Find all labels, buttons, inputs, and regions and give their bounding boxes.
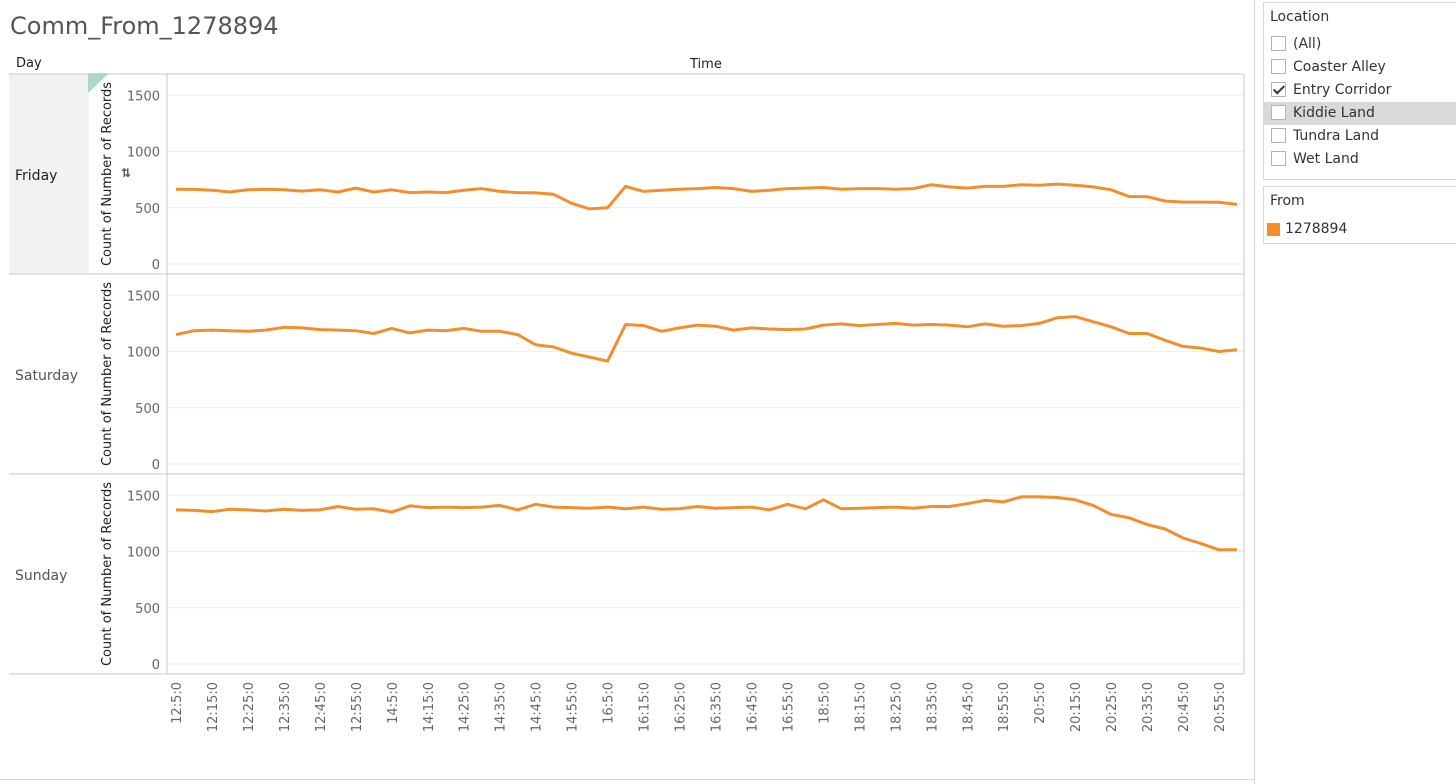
- y-tick-label: 0: [152, 458, 160, 473]
- x-tick-label: 20:15:0: [1069, 682, 1084, 732]
- x-tick-label: 20:25:0: [1105, 682, 1120, 732]
- y-tick-label: 1000: [127, 546, 160, 561]
- y-tick-label: 1000: [127, 146, 160, 161]
- x-tick-label: 16:45:0: [746, 682, 761, 732]
- filter-item-tundra-land[interactable]: Tundra Land: [1264, 125, 1456, 148]
- checkbox-coaster-alley[interactable]: [1271, 59, 1286, 74]
- checkbox-all[interactable]: [1271, 36, 1286, 51]
- x-tick-label: 18:45:0: [961, 682, 976, 732]
- x-tick-label: 20:55:0: [1213, 682, 1228, 732]
- y-tick-label: 1000: [127, 346, 160, 361]
- location-filter-card: Location (All) Coaster Alley Entry Corri…: [1263, 2, 1456, 180]
- sheet-title: Comm_From_1278894: [10, 12, 279, 40]
- x-tick-label: 12:5:0: [170, 682, 185, 724]
- location-filter-title: Location: [1270, 9, 1330, 25]
- x-tick-label: 16:35:0: [710, 682, 725, 732]
- x-tick-label: 20:35:0: [1141, 682, 1156, 732]
- day-label-sunday: Sunday: [15, 568, 67, 584]
- selection-corner-fill: [89, 74, 108, 92]
- column-header-time: Time: [690, 57, 722, 72]
- from-legend-title: From: [1270, 193, 1305, 209]
- series-line-sunday: [175, 495, 1237, 552]
- y-tick-label: 1500: [127, 489, 160, 504]
- filter-label: Kiddie Land: [1293, 105, 1375, 121]
- row-highlight-friday: [9, 74, 89, 274]
- day-label-friday: Friday: [15, 168, 57, 184]
- y-tick-label: 500: [135, 202, 160, 217]
- checkbox-tundra-land[interactable]: [1271, 128, 1286, 143]
- y-tick-label: 0: [152, 658, 160, 673]
- x-tick-label: 12:35:0: [278, 682, 293, 732]
- day-label-saturday: Saturday: [15, 368, 78, 384]
- filter-item-entry-corridor[interactable]: Entry Corridor: [1264, 79, 1456, 102]
- x-tick-label: 14:45:0: [530, 682, 545, 732]
- x-tick-label: 16:15:0: [638, 682, 653, 732]
- filter-label: Wet Land: [1293, 151, 1359, 167]
- sort-icon[interactable]: ⇅: [121, 166, 132, 180]
- x-tick-label: 14:55:0: [566, 682, 581, 732]
- y-axis-label: Count of Number of Records: [100, 82, 115, 266]
- filter-item-coaster-alley[interactable]: Coaster Alley: [1264, 56, 1456, 79]
- y-tick-label: 500: [135, 602, 160, 617]
- row-header-day: Day: [16, 56, 42, 71]
- x-tick-label: 12:25:0: [242, 682, 257, 732]
- y-axis-label: Count of Number of Records: [100, 282, 115, 466]
- x-tick-label: 20:45:0: [1177, 682, 1192, 732]
- legend-label: 1278894: [1285, 221, 1348, 237]
- checkbox-wet-land[interactable]: [1271, 151, 1286, 166]
- y-axis-label: Count of Number of Records: [100, 482, 115, 666]
- x-tick-label: 18:5:0: [817, 682, 832, 724]
- x-tick-label: 18:15:0: [853, 682, 868, 732]
- worksheet-border-bottom: [0, 779, 1255, 780]
- x-tick-label: 14:35:0: [494, 682, 509, 732]
- line-chart: 0 500 1000 1500 Count of Number of Records Fr…: [9, 73, 1245, 732]
- filter-item-wet-land[interactable]: Wet Land: [1264, 148, 1456, 171]
- worksheet-border-right: [1254, 0, 1255, 784]
- from-legend-card: From 1278894: [1263, 186, 1456, 244]
- filter-label: (All): [1293, 36, 1322, 52]
- x-tick-label: 14:15:0: [422, 682, 437, 732]
- filter-item-all[interactable]: (All): [1264, 33, 1456, 56]
- x-tick-label: 18:35:0: [925, 682, 940, 732]
- x-tick-label: 18:25:0: [889, 682, 904, 732]
- filter-item-kiddie-land[interactable]: Kiddie Land: [1264, 102, 1456, 125]
- worksheet: Comm_From_1278894 Day Time 0 500 1000 1500 C…: [0, 0, 1255, 784]
- x-tick-label: 16:55:0: [781, 682, 796, 732]
- x-tick-label: 12:45:0: [314, 682, 329, 732]
- series-line-friday: [175, 182, 1238, 211]
- x-tick-label: 12:15:0: [206, 682, 221, 732]
- y-tick-label: 500: [135, 402, 160, 417]
- x-tick-label: 14:25:0: [458, 682, 473, 732]
- checkbox-entry-corridor[interactable]: [1271, 82, 1286, 97]
- filter-label: Entry Corridor: [1293, 82, 1392, 98]
- filter-label: Tundra Land: [1293, 128, 1379, 144]
- x-tick-label: 16:5:0: [602, 682, 617, 724]
- checkbox-kiddie-land[interactable]: [1271, 105, 1286, 120]
- x-tick-label: 20:5:0: [1033, 682, 1048, 724]
- y-tick-label: 0: [152, 258, 160, 273]
- x-tick-label: 16:25:0: [674, 682, 689, 732]
- filter-label: Coaster Alley: [1293, 59, 1386, 75]
- x-tick-label: 12:55:0: [350, 682, 365, 732]
- y-tick-label: 1500: [127, 289, 160, 304]
- legend-item-1278894[interactable]: 1278894: [1264, 219, 1456, 241]
- legend-swatch: [1267, 223, 1280, 236]
- x-tick-label: 18:55:0: [997, 682, 1012, 732]
- series-line-saturday: [175, 315, 1238, 363]
- y-tick-label: 1500: [127, 89, 160, 104]
- x-tick-label: 14:5:0: [386, 682, 401, 724]
